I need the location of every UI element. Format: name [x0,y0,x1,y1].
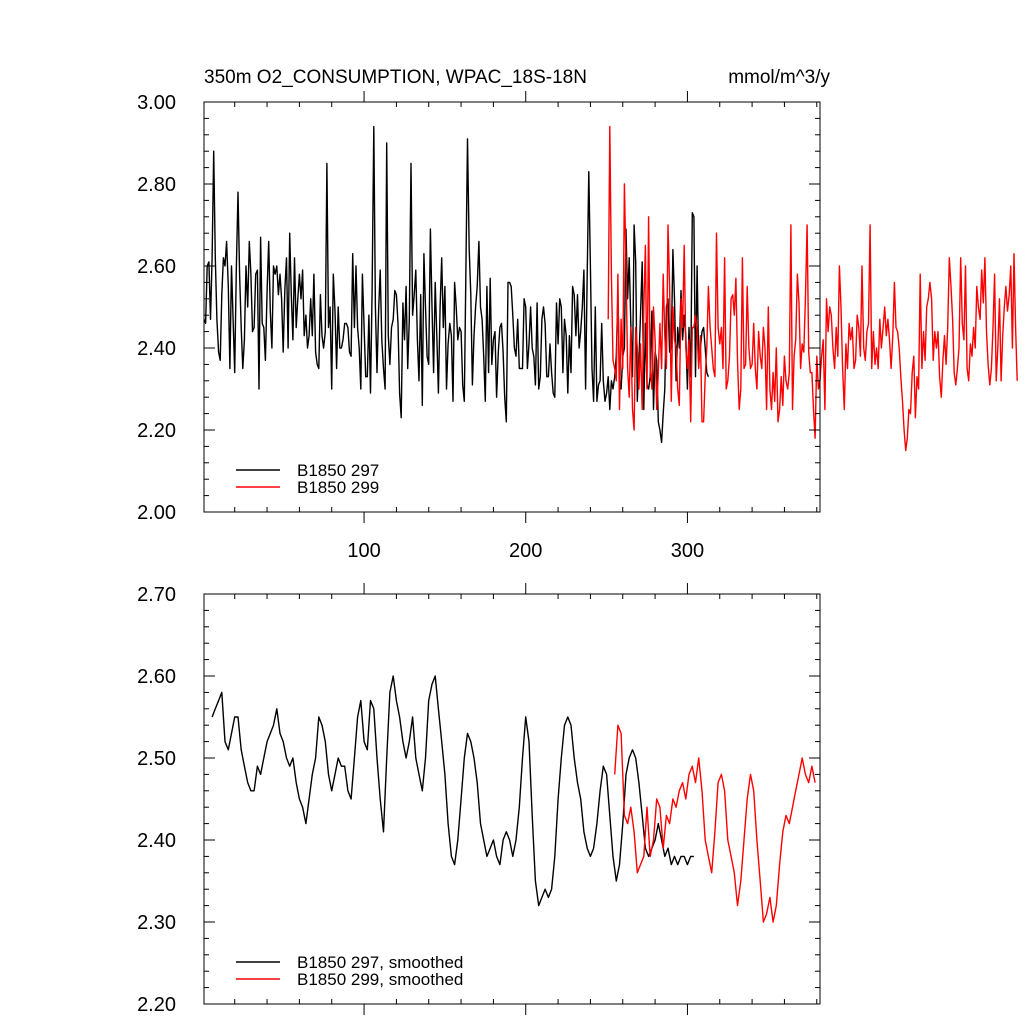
chart0-ytick-label: 2.60 [137,256,176,278]
chart-title: 350m O2_CONSUMPTION, WPAC_18S-18N [204,67,587,88]
chart1-ytick-label: 2.20 [137,994,176,1016]
chart1-ytick-label: 2.70 [137,584,176,606]
chart0-legend-label-0: B1850 297 [297,461,379,480]
chart1-series-line-1 [614,724,816,923]
units-label: mmol/m^3/y [728,67,830,88]
chart0-ytick-label: 2.00 [137,502,176,524]
chart1-plot-frame [203,593,821,1005]
bottom-panel: 2.20 2.30 2.40 2.50 2.60 2.70 B1850 297, smoot… [137,583,821,1016]
chart0-plot-frame [203,101,821,513]
chart0-legend-label-1: B1850 299 [297,478,379,497]
chart1-ytick-label: 2.40 [137,830,176,852]
chart1-series-line-0 [211,675,694,907]
chart0-ytick-label: 2.40 [137,338,176,360]
chart0-series-line-1 [607,125,1018,452]
chart1-legend-label-1: B1850 299, smoothed [297,970,463,989]
chart0-xtick-label: 200 [509,540,542,562]
chart0-ytick-label: 3.00 [137,92,176,114]
chart1-ytick-label: 2.50 [137,748,176,770]
chart0-series-line-0 [203,125,710,443]
chart0-ytick-label: 2.80 [137,174,176,196]
chart1-ytick-label: 2.60 [137,666,176,688]
chart1-ytick-label: 2.30 [137,912,176,934]
chart0-xtick-label: 300 [671,540,704,562]
top-panel: 350m O2_CONSUMPTION, WPAC_18S-18N mmol/m… [137,67,1018,562]
chart0-ytick-label: 2.20 [137,420,176,442]
chart0-xtick-label: 100 [347,540,380,562]
chart1-legend-label-0: B1850 297, smoothed [297,953,463,972]
